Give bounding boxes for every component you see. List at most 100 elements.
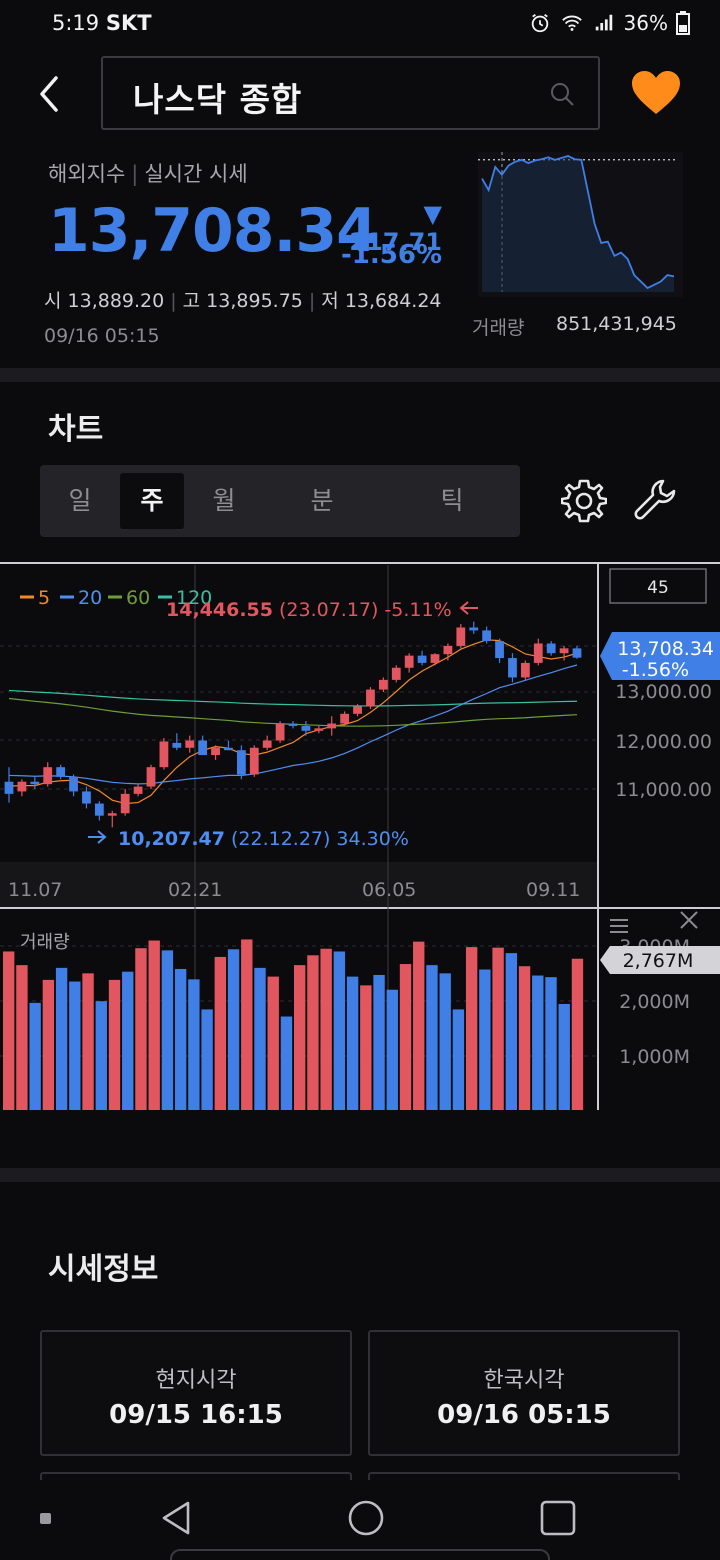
candle-body bbox=[572, 648, 582, 658]
volume-bar bbox=[135, 948, 147, 1110]
volume-bar bbox=[465, 947, 478, 1110]
tab-month[interactable]: 월 bbox=[212, 486, 236, 515]
tab-week[interactable]: 주 bbox=[120, 473, 184, 529]
last-price-label: 13,708.34 -1.56% bbox=[600, 632, 720, 681]
candle-body bbox=[482, 630, 492, 642]
wrench-icon[interactable] bbox=[633, 478, 679, 524]
candle-body bbox=[340, 713, 350, 724]
volume-panel-label: 거래량 bbox=[20, 932, 70, 953]
status-time: 5:19 SKT bbox=[52, 11, 152, 35]
tab-day[interactable]: 일 bbox=[68, 486, 92, 515]
candle-body bbox=[520, 662, 530, 678]
low-price: 13,684.24 bbox=[344, 290, 442, 312]
candle-body bbox=[546, 643, 556, 654]
x-tick-0911: 09.11 bbox=[526, 879, 580, 901]
volume-bar bbox=[122, 971, 134, 1110]
nav-dot-icon[interactable] bbox=[40, 1513, 51, 1524]
search-icon[interactable] bbox=[548, 80, 576, 108]
volume-bar bbox=[3, 951, 15, 1110]
volume-bar bbox=[55, 967, 68, 1110]
volume-bar bbox=[346, 976, 359, 1110]
volume-bar bbox=[16, 965, 28, 1110]
volume-bar bbox=[571, 958, 584, 1110]
volume-bar bbox=[439, 973, 451, 1110]
quote-timestamp: 09/16 05:15 bbox=[44, 325, 160, 347]
candle-body bbox=[211, 747, 220, 756]
volume-bar bbox=[558, 1003, 570, 1110]
volume-bar bbox=[280, 1016, 293, 1110]
nav-recents-icon[interactable] bbox=[538, 1498, 578, 1538]
candle-body bbox=[456, 627, 466, 646]
volume-bar bbox=[545, 977, 557, 1110]
open-price: 13,889.20 bbox=[67, 290, 165, 312]
nav-back-icon[interactable] bbox=[156, 1498, 196, 1538]
candle-body bbox=[120, 793, 130, 814]
candle-body bbox=[288, 723, 298, 726]
close-icon[interactable] bbox=[680, 911, 698, 929]
max-arrow-icon bbox=[459, 601, 478, 615]
x-tick-1107: 11.07 bbox=[8, 879, 62, 901]
candle-body bbox=[224, 747, 233, 751]
volume-bar bbox=[201, 1009, 213, 1110]
menu-icon[interactable] bbox=[610, 919, 628, 933]
volume-label: 거래량 bbox=[472, 317, 525, 339]
system-nav-bar bbox=[0, 1480, 720, 1560]
period-input[interactable] bbox=[609, 568, 707, 604]
candle-body bbox=[469, 627, 479, 631]
last-volume-label: 2,767M bbox=[600, 946, 720, 974]
ma20-line bbox=[8, 664, 578, 785]
volume-bar bbox=[492, 947, 504, 1110]
last-volume-value: 2,767M bbox=[623, 950, 694, 972]
volume-bar bbox=[42, 979, 55, 1110]
wifi-icon bbox=[561, 15, 582, 31]
volume-bar bbox=[148, 940, 160, 1110]
candle-body bbox=[262, 740, 272, 748]
tab-tick[interactable]: 틱 bbox=[440, 486, 464, 515]
x-tick-0221: 02.21 bbox=[168, 879, 222, 901]
search-box[interactable]: 나스닥 종합 bbox=[101, 56, 600, 130]
x-axis-band bbox=[0, 862, 597, 907]
status-bar: 5:19 SKT 36% bbox=[0, 0, 720, 46]
candlestick-chart[interactable]: 5 20 60 120 14,446.55 (23.07.17) -5.11% 10… bbox=[0, 562, 720, 1112]
volume-bar bbox=[161, 950, 174, 1110]
y-tick-11000: 11,000.00 bbox=[615, 779, 712, 801]
local-time-label: 현지시각 bbox=[155, 1368, 237, 1393]
back-arrow-icon[interactable] bbox=[30, 70, 70, 118]
tab-minute[interactable]: 분 bbox=[310, 486, 334, 515]
candle-body bbox=[133, 786, 143, 794]
last-price-value: 13,708.34 bbox=[617, 638, 714, 660]
candle-body bbox=[107, 813, 117, 816]
section-divider-2 bbox=[0, 1168, 720, 1182]
vol-y-tick-2000: 2,000M bbox=[619, 991, 690, 1013]
volume-bar bbox=[373, 974, 385, 1110]
min-arrow-icon bbox=[88, 830, 107, 844]
volume-bar bbox=[426, 965, 438, 1110]
nav-home-icon[interactable] bbox=[346, 1498, 386, 1538]
min-date: (22.12.27) bbox=[231, 828, 330, 850]
section-divider bbox=[0, 368, 720, 382]
volume-bar bbox=[227, 949, 240, 1110]
volume-bar bbox=[505, 953, 518, 1110]
chart-section-title: 차트 bbox=[48, 412, 104, 447]
volume-bar bbox=[267, 976, 279, 1110]
favorite-heart-icon[interactable] bbox=[630, 70, 682, 116]
candle-body bbox=[404, 655, 414, 668]
candle-body bbox=[249, 747, 259, 775]
candle-body bbox=[17, 781, 27, 792]
candle-body bbox=[417, 655, 427, 663]
min-value: 10,207.47 bbox=[118, 828, 225, 850]
volume-bar bbox=[69, 981, 81, 1110]
max-pct: -5.11% bbox=[384, 599, 451, 621]
candle-body bbox=[56, 767, 66, 777]
max-annotation: 14,446.55 (23.07.17) -5.11% bbox=[166, 599, 478, 621]
candle-body bbox=[430, 654, 440, 663]
candle-body bbox=[4, 781, 14, 794]
candle-body bbox=[236, 750, 246, 775]
ma5-line bbox=[8, 639, 578, 805]
gear-icon[interactable] bbox=[561, 478, 607, 524]
volume-bar bbox=[254, 967, 266, 1110]
max-value: 14,446.55 bbox=[166, 599, 273, 621]
quote-category: 해외지수 | 실시간 시세 bbox=[48, 162, 248, 186]
battery-icon bbox=[676, 11, 690, 35]
intraday-mini-chart[interactable] bbox=[478, 152, 683, 297]
